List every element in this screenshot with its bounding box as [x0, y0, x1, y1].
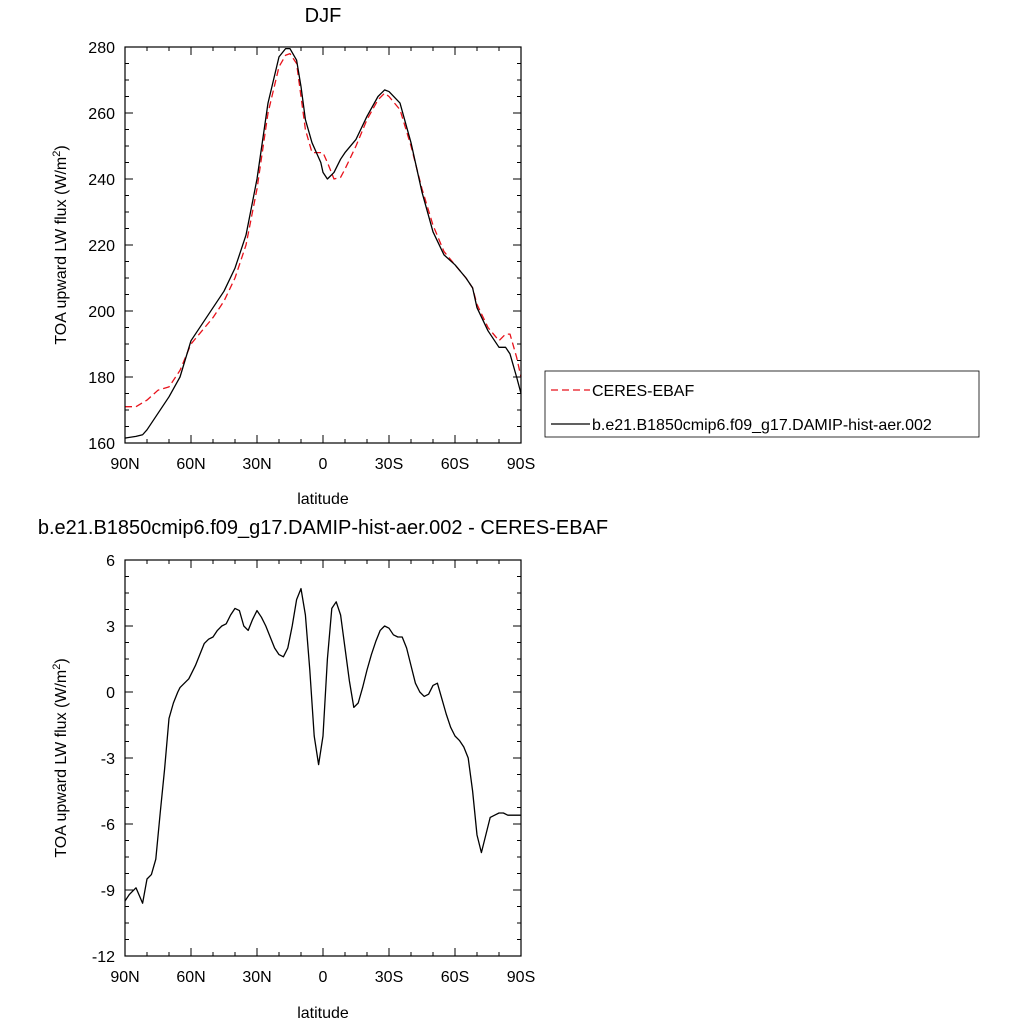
- y-tick-label: 240: [88, 172, 115, 189]
- y-tick-label: 0: [106, 685, 115, 702]
- legend-label-model: b.e21.B1850cmip6.f09_g17.DAMIP-hist-aer.…: [592, 417, 932, 434]
- legend: CERES-EBAF b.e21.B1850cmip6.f09_g17.DAMI…: [544, 370, 980, 438]
- y-tick-label: 160: [88, 436, 115, 453]
- series-line-0-1: [124, 48, 522, 439]
- x-tick-label: 30S: [375, 456, 403, 473]
- x-tick-label: 60S: [441, 456, 469, 473]
- series-line-1-0: [124, 587, 521, 904]
- y-tick-label: 180: [88, 370, 115, 387]
- panel-bottom: b.e21.B1850cmip6.f09_g17.DAMIP-hist-aer.…: [38, 517, 608, 1022]
- y-tick-label: -3: [101, 751, 115, 768]
- y-tick-label: 260: [88, 106, 115, 123]
- top-ylabel: TOA upward LW flux (W/m2): [51, 145, 70, 344]
- y-tick-label: -12: [92, 949, 115, 966]
- legend-label-ceres: CERES-EBAF: [592, 383, 694, 400]
- x-tick-label: 90S: [507, 969, 535, 986]
- chart-title-bottom: b.e21.B1850cmip6.f09_g17.DAMIP-hist-aer.…: [38, 517, 608, 539]
- series-line-0-0: [125, 52, 522, 408]
- x-tick-label: 0: [319, 969, 328, 986]
- x-tick-label: 60N: [176, 456, 205, 473]
- bottom-xlabel: latitude: [297, 1005, 349, 1022]
- x-tick-label: 90N: [110, 456, 139, 473]
- x-tick-label: 60N: [176, 969, 205, 986]
- x-tick-label: 90N: [110, 969, 139, 986]
- x-tick-label: 30N: [242, 969, 271, 986]
- top-plot-frame: [124, 46, 522, 444]
- bottom-tick-labels: 90N 60N 30N 0 30S 60S 90S -12 -9 -6 -3 0 3 6: [92, 553, 535, 986]
- x-tick-label: 30S: [375, 969, 403, 986]
- bottom-series-group: [124, 587, 521, 904]
- bottom-plot-frame: [124, 559, 522, 957]
- bottom-axis-ticks: [124, 559, 522, 957]
- chart-title-top: DJF: [305, 5, 342, 27]
- y-tick-label: 3: [106, 619, 115, 636]
- y-tick-label: 6: [106, 553, 115, 570]
- y-tick-label: -6: [101, 817, 115, 834]
- panel-top: DJF 90N 60N 30N 0 30S 60S 90S 160 180 200 220 240 26…: [51, 5, 980, 508]
- y-tick-label: 200: [88, 304, 115, 321]
- y-tick-label: -9: [101, 883, 115, 900]
- top-series-group: [124, 48, 522, 439]
- y-tick-label: 280: [88, 40, 115, 57]
- top-axis-ticks: [124, 46, 522, 444]
- x-tick-label: 90S: [507, 456, 535, 473]
- top-tick-labels: 90N 60N 30N 0 30S 60S 90S 160 180 200 220 240 260 280: [88, 40, 535, 473]
- bottom-ylabel: TOA upward LW flux (W/m2): [51, 658, 70, 857]
- x-tick-label: 30N: [242, 456, 271, 473]
- y-tick-label: 220: [88, 238, 115, 255]
- x-tick-label: 0: [319, 456, 328, 473]
- top-xlabel: latitude: [297, 491, 349, 508]
- x-tick-label: 60S: [441, 969, 469, 986]
- legend-box: [544, 370, 980, 438]
